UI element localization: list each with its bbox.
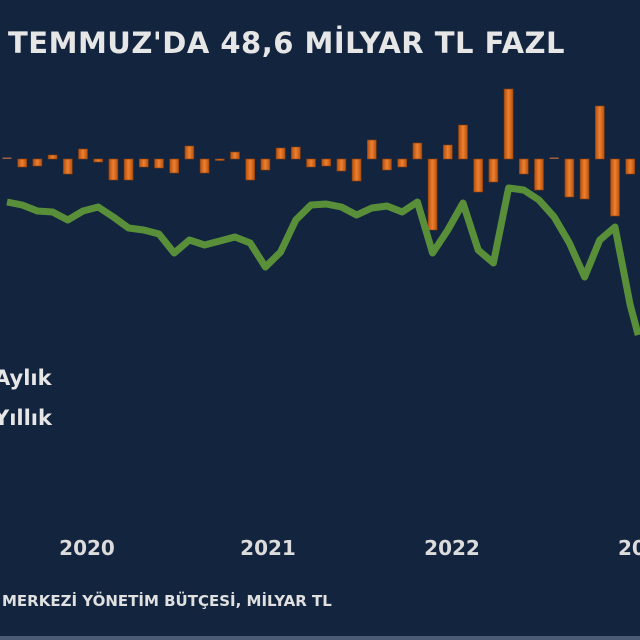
chart-title: TEMMUZ'DA 48,6 MİLYAR TL FAZL [8,26,566,60]
bar-monthly [382,158,392,171]
bar-monthly [17,158,28,168]
x-tick-label: 2022 [424,536,480,560]
legend-item-annual: Yıllık [0,406,52,430]
bar-monthly [549,157,559,159]
line-annual [6,184,640,336]
bar-monthly [78,148,88,160]
bar-monthly [215,158,225,161]
bar-monthly [123,158,134,181]
monthly-bars [2,88,636,231]
bar-monthly [169,158,179,174]
bar-monthly [473,158,484,193]
annual-line-group [6,184,640,336]
bottom-divider [0,636,640,640]
bar-monthly [458,124,468,160]
bar-monthly [306,158,316,168]
bar-monthly [625,158,636,175]
chart-footer: MERKEZİ YÖNETİM BÜTÇESİ, MİLYAR TL [2,592,332,610]
bar-monthly [503,88,514,160]
bar-monthly [184,145,195,160]
bar-monthly [564,158,575,198]
x-tick-label: 202 [618,536,640,560]
bar-monthly [594,105,605,160]
legend-item-monthly: Aylık [0,366,52,390]
bar-monthly [32,158,43,167]
bar-monthly [336,158,347,172]
bar-monthly [412,142,423,160]
bar-monthly [230,151,240,160]
bar-monthly [139,158,149,168]
bar-monthly [442,144,453,160]
bar-monthly [154,158,164,169]
bar-monthly [488,158,499,183]
bar-monthly [351,158,362,182]
bar-monthly [108,158,119,181]
bar-monthly [397,158,408,168]
bar-monthly [275,147,286,160]
bar-monthly [290,146,301,160]
bar-monthly [62,158,73,175]
bar-monthly [93,158,103,163]
bar-monthly [610,158,620,217]
bar-monthly [2,157,12,159]
bar-monthly [321,158,332,167]
bar-monthly [47,154,58,160]
bar-monthly [260,158,271,171]
bar-monthly [366,139,377,160]
bar-monthly [427,158,438,231]
bar-monthly [534,158,544,191]
bar-monthly [199,158,210,174]
bar-monthly [245,158,255,181]
bar-monthly [579,158,590,200]
x-tick-label: 2020 [59,536,115,560]
x-tick-label: 2021 [240,536,296,560]
bar-monthly [518,158,529,175]
